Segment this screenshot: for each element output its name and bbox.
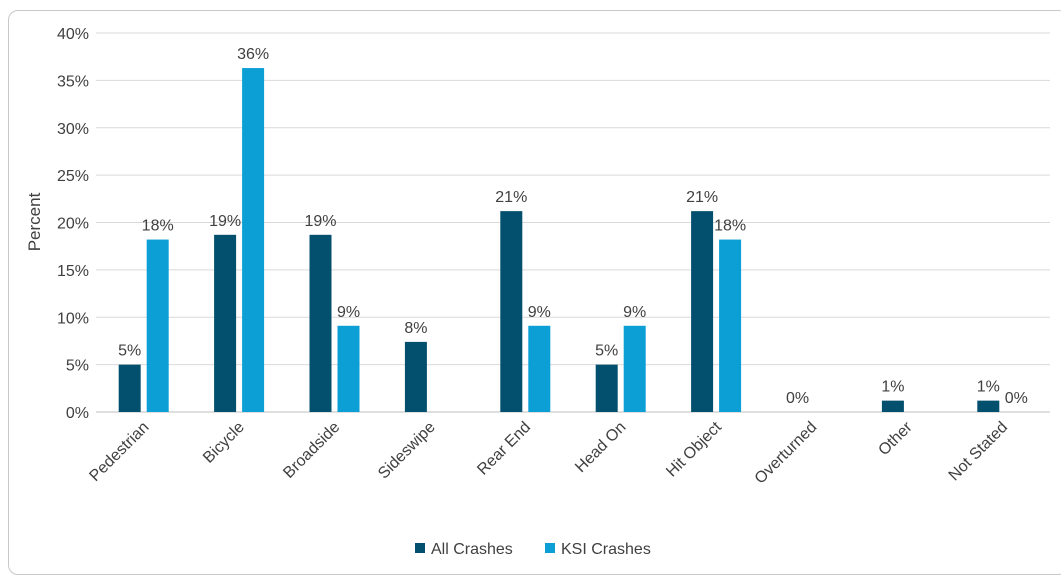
x-tick-label: Sideswipe <box>375 419 439 483</box>
bar-all-crashes <box>691 211 714 412</box>
bar-all-crashes <box>595 364 618 412</box>
x-axis-ticks: Pedestrian Bicycle Broadside Sideswipe Rear … <box>86 418 1011 487</box>
x-tick-label: Hit Object <box>663 418 725 480</box>
bar-all-crashes <box>309 234 332 412</box>
x-tick-label: Head On <box>572 419 629 476</box>
bar-ksi-crashes <box>719 239 742 412</box>
x-tick-label: Rear End <box>474 419 534 479</box>
bar-ksi-crashes <box>623 325 646 412</box>
data-label: 0% <box>786 390 809 407</box>
data-labels: 5% 18% 19% 36% 19% 9% 8% 21% 9% 5% 9% 21% 18% 0% 1% 1% 0… <box>118 46 1028 407</box>
data-label: 18% <box>714 218 746 235</box>
x-tick-label: Other <box>875 418 916 459</box>
data-label: 1% <box>977 379 1000 396</box>
bar-all-crashes <box>118 364 141 412</box>
data-label: 0% <box>1005 390 1028 407</box>
x-tick-label: Overturned <box>752 419 821 488</box>
legend-label-ksi-crashes: KSI Crashes <box>561 541 651 558</box>
bar-ksi-crashes <box>528 325 551 412</box>
y-axis-ticks: 0% 5% 10% 15% 20% 25% 30% 35% 40% <box>57 26 89 422</box>
data-label: 9% <box>528 304 551 321</box>
x-tick-label: Not Stated <box>946 419 1011 484</box>
data-label: 9% <box>623 304 646 321</box>
x-tick-label: Pedestrian <box>86 419 152 485</box>
y-tick-label: 40% <box>57 26 89 43</box>
y-tick-label: 30% <box>57 121 89 138</box>
data-label: 19% <box>209 213 241 230</box>
bars <box>118 68 1000 413</box>
bar-ksi-crashes <box>146 239 169 412</box>
bar-ksi-crashes <box>242 68 265 413</box>
y-tick-label: 10% <box>57 310 89 327</box>
legend-swatch-ksi-crashes <box>545 543 555 553</box>
data-label: 19% <box>304 213 336 230</box>
x-tick-label: Broadside <box>280 419 343 482</box>
data-label: 8% <box>404 320 427 337</box>
y-tick-label: 25% <box>57 168 89 185</box>
bar-all-crashes <box>214 234 237 412</box>
data-label: 18% <box>142 218 174 235</box>
y-tick-label: 5% <box>66 358 89 375</box>
bar-all-crashes <box>977 400 1000 412</box>
y-tick-label: 15% <box>57 263 89 280</box>
data-label: 9% <box>337 304 360 321</box>
data-label: 21% <box>686 189 718 206</box>
y-tick-label: 0% <box>66 405 89 422</box>
y-tick-label: 35% <box>57 73 89 90</box>
data-label: 5% <box>118 343 141 360</box>
x-tick-label: Bicycle <box>200 419 248 467</box>
data-label: 1% <box>881 379 904 396</box>
y-tick-label: 20% <box>57 216 89 233</box>
data-label: 21% <box>495 189 527 206</box>
bar-all-crashes <box>881 400 904 412</box>
data-label: 36% <box>237 46 269 63</box>
bar-all-crashes <box>404 341 427 412</box>
data-label: 5% <box>595 343 618 360</box>
legend: All Crashes KSI Crashes <box>415 541 651 558</box>
chart-frame <box>8 10 1061 575</box>
legend-swatch-all-crashes <box>415 543 425 553</box>
y-axis-title: Percent <box>25 192 44 251</box>
bar-ksi-crashes <box>337 325 360 412</box>
legend-label-all-crashes: All Crashes <box>431 541 513 558</box>
bar-all-crashes <box>500 211 523 412</box>
